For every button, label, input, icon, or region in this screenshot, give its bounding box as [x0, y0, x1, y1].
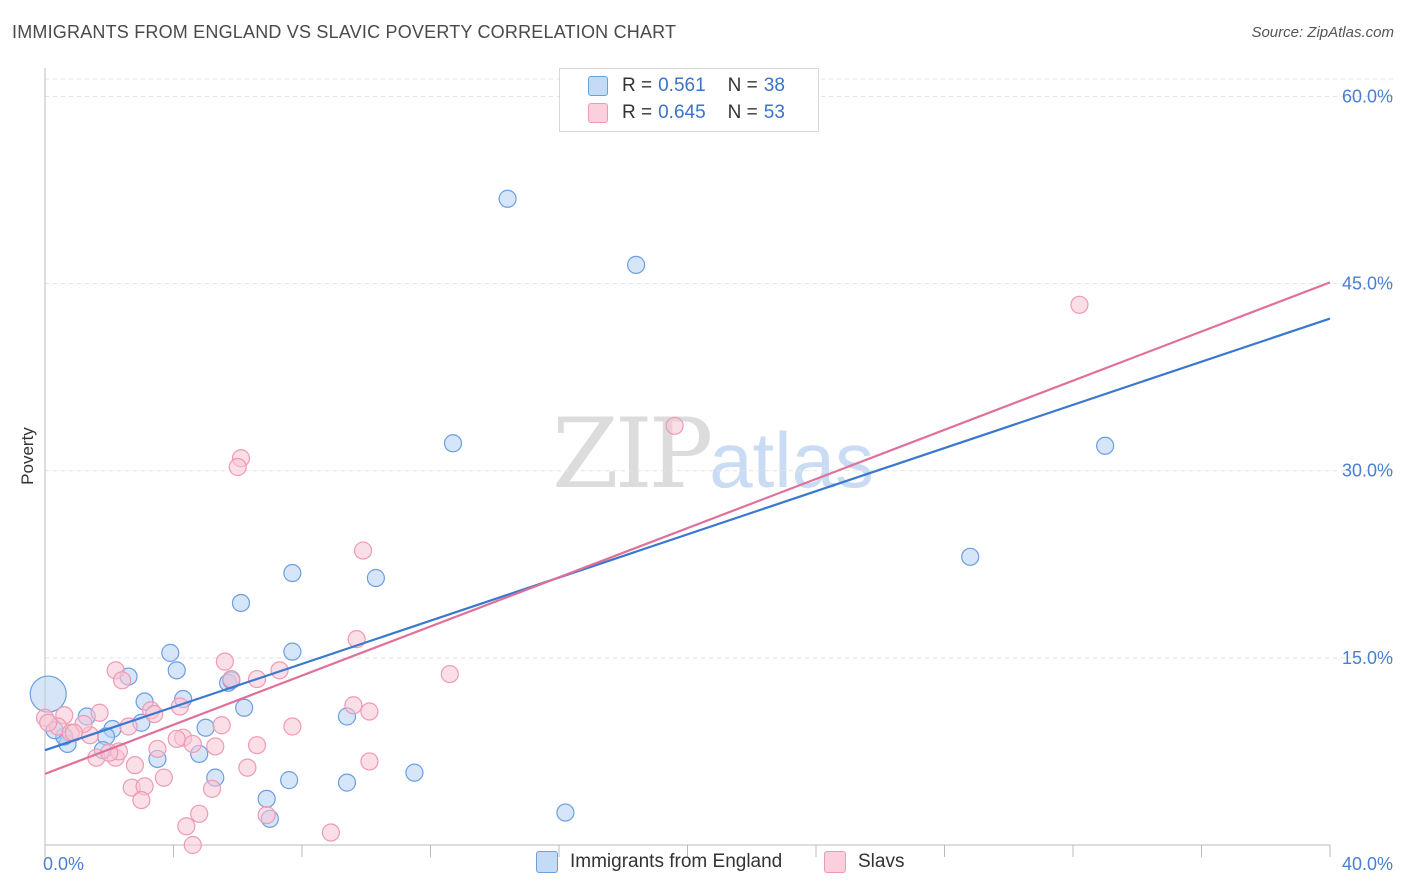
slavs-point — [177, 817, 196, 836]
slavs-point — [132, 790, 151, 810]
y-axis-label: Poverty — [18, 427, 37, 485]
legend-n-label: N = — [727, 75, 758, 96]
slavs-point — [206, 737, 225, 756]
england-point — [961, 547, 980, 566]
england-point — [337, 773, 357, 792]
england-point — [280, 771, 299, 790]
slavs-point — [1070, 295, 1089, 314]
slavs-point — [154, 768, 173, 787]
y-tick-label: 60.0% — [1342, 86, 1393, 106]
watermark-zip: ZIP — [552, 398, 713, 510]
legend-row-slavs: R = 0.645 N = 53 — [588, 100, 785, 126]
slavs-point — [167, 729, 186, 749]
slavs-point — [125, 756, 145, 775]
legend-r-label: R = — [622, 75, 653, 96]
legend-r-label: R = — [622, 102, 653, 123]
england-point — [283, 642, 302, 661]
legend-r-value: 0.561 — [658, 75, 706, 96]
correlation-legend: R = 0.561 N = 38 R = 0.645 N = 53 — [559, 68, 819, 132]
slavs-point — [238, 758, 257, 777]
bottom-legend-label-england: Immigrants from England — [570, 851, 783, 872]
bottom-legend-label-slavs: Slavs — [858, 851, 905, 872]
slavs-point — [321, 823, 341, 842]
slavs-point — [247, 736, 267, 755]
slavs-point — [170, 697, 190, 716]
england-point — [498, 189, 517, 208]
slavs-point — [202, 779, 222, 798]
slavs-point — [360, 702, 379, 721]
slavs-point — [257, 805, 276, 825]
england-point-large — [29, 675, 67, 713]
england-point — [1096, 436, 1115, 455]
england-point — [556, 803, 575, 822]
slavs-point — [90, 703, 109, 722]
slavs-point — [190, 804, 209, 823]
bottom-legend-swatch-slavs — [824, 851, 846, 873]
bottom-legend-slavs: Slavs — [824, 851, 904, 873]
legend-n-label: N = — [727, 102, 758, 123]
watermark: ZIPatlas — [552, 398, 874, 510]
slavs-point — [353, 541, 373, 560]
england-point — [405, 763, 424, 782]
slavs-point — [39, 713, 58, 732]
slavs-point — [112, 671, 132, 690]
slavs-point — [183, 734, 202, 754]
slavs-point — [228, 457, 247, 477]
slavs-point — [148, 739, 167, 759]
england-point — [626, 255, 646, 274]
slavs-point — [215, 652, 234, 671]
england-point — [443, 434, 463, 453]
slavs-point — [440, 664, 459, 684]
england-point — [366, 568, 385, 588]
legend-n-value: 53 — [763, 102, 785, 123]
england-trend-line — [44, 317, 1331, 752]
slavs-point — [212, 716, 231, 735]
legend-swatch-england — [588, 76, 608, 96]
slavs-point — [283, 717, 302, 736]
source-credit: Source: ZipAtlas.com — [1251, 24, 1394, 41]
slavs-point — [119, 717, 138, 736]
x-tick-label: 0.0% — [43, 854, 84, 874]
y-tick-label: 30.0% — [1342, 461, 1393, 481]
slavs-point — [665, 416, 684, 435]
y-tick-label: 45.0% — [1342, 274, 1393, 294]
y-tick-label: 15.0% — [1342, 648, 1393, 668]
slavs-point — [183, 835, 202, 855]
england-point — [283, 563, 302, 583]
slavs-trend-line — [44, 281, 1331, 775]
legend-n-value: 38 — [763, 75, 785, 96]
england-point — [167, 661, 186, 680]
legend-swatch-slavs — [588, 103, 608, 123]
x-tick-label: 40.0% — [1342, 854, 1393, 874]
england-point — [161, 643, 180, 662]
england-point — [235, 698, 254, 717]
england-point — [231, 593, 251, 613]
chart-title: IMMIGRANTS FROM ENGLAND VS SLAVIC POVERT… — [12, 22, 677, 42]
bottom-legend-england: Immigrants from England — [536, 851, 782, 873]
legend-r-value: 0.645 — [658, 102, 706, 123]
slavs-point — [344, 696, 363, 715]
bottom-legend-swatch-england — [536, 851, 558, 873]
slavs-point — [360, 752, 379, 771]
legend-row-england: R = 0.561 N = 38 — [588, 73, 785, 99]
england-point — [257, 789, 276, 808]
england-point — [196, 718, 215, 737]
